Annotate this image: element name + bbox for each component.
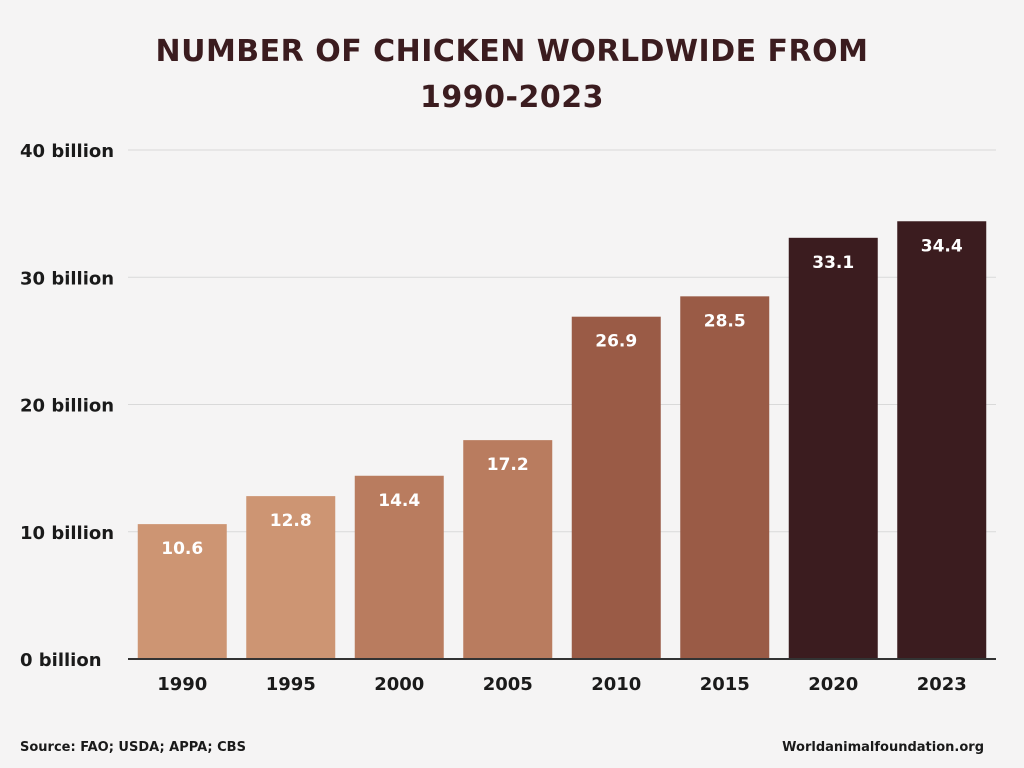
bar xyxy=(680,296,770,659)
x-tick-label: 2000 xyxy=(374,674,424,695)
bar-value-label: 34.4 xyxy=(921,236,963,256)
bar-value-labels: 10.6 12.8 14.4 17.2 26.9 28.5 33.1 34.4 xyxy=(161,236,963,559)
bar xyxy=(897,221,987,659)
x-tick-label: 1995 xyxy=(266,674,316,695)
bar xyxy=(354,475,444,659)
bar xyxy=(788,237,878,660)
source-note: Source: FAO; USDA; APPA; CBS xyxy=(20,740,246,755)
bar-value-label: 12.8 xyxy=(270,511,312,531)
x-tick-label: 2010 xyxy=(591,674,641,695)
bar-value-label: 33.1 xyxy=(812,253,854,273)
bar-value-label: 10.6 xyxy=(161,539,203,559)
website-credit: Worldanimalfoundation.org xyxy=(782,740,984,755)
x-tick-label: 2015 xyxy=(700,674,750,695)
x-axis-tick-labels: 1990 1995 2000 2005 2010 2015 2020 2023 xyxy=(157,674,967,695)
y-tick-label: 40 billion xyxy=(20,141,114,162)
bar-value-label: 26.9 xyxy=(595,332,637,352)
y-axis-tick-labels: 0 billion 10 billion 20 billion 30 billion 4… xyxy=(20,141,114,671)
bar xyxy=(137,524,227,659)
bar xyxy=(246,496,336,659)
y-tick-label: 30 billion xyxy=(20,268,114,289)
bar xyxy=(571,316,661,659)
x-tick-label: 1990 xyxy=(157,674,207,695)
bars xyxy=(137,221,987,660)
y-tick-label: 0 billion xyxy=(20,650,102,671)
chart-title-line-2: 1990-2023 xyxy=(420,80,604,115)
x-tick-label: 2020 xyxy=(808,674,858,695)
bar xyxy=(463,440,553,659)
y-tick-label: 20 billion xyxy=(20,396,114,417)
bar-value-label: 17.2 xyxy=(487,455,529,475)
bar-value-label: 14.4 xyxy=(378,491,420,511)
bar-value-label: 28.5 xyxy=(704,311,746,331)
y-tick-label: 10 billion xyxy=(20,523,114,544)
x-tick-label: 2023 xyxy=(917,674,967,695)
chart-title-line-1: NUMBER OF CHICKEN WORLDWIDE FROM xyxy=(155,34,869,69)
x-tick-label: 2005 xyxy=(483,674,533,695)
